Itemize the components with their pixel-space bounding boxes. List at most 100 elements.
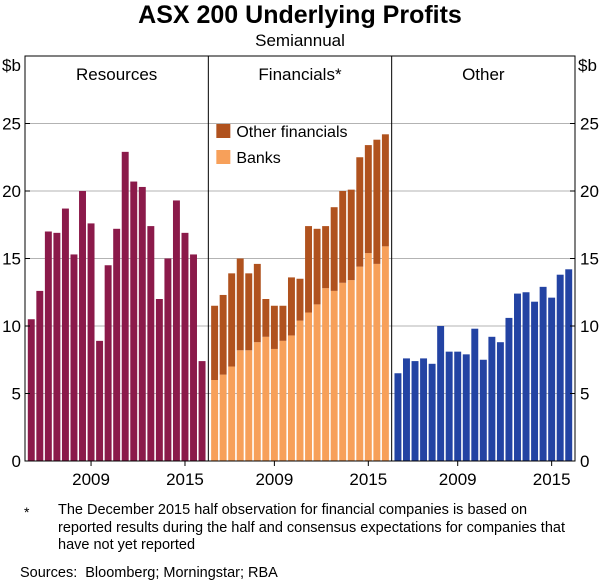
y-tick-label-left: 0 [12, 452, 21, 471]
bar-other [496, 342, 504, 461]
y-tick-label-right: 15 [580, 250, 599, 269]
bar-banks [236, 350, 244, 461]
bar-banks [339, 282, 347, 461]
bar-other-financials [211, 305, 219, 380]
bar-other [428, 363, 436, 461]
bar-banks [381, 246, 389, 461]
bar-resources [181, 232, 189, 461]
x-tick-label: 2015 [166, 470, 204, 489]
bar-resources [96, 340, 104, 461]
chart-subtitle: Semiannual [255, 31, 345, 50]
bar-banks [279, 340, 287, 461]
bar-other [522, 292, 530, 461]
bar-banks [373, 263, 381, 461]
bar-other-financials [356, 157, 364, 267]
bar-other [539, 286, 547, 461]
bar-other [488, 336, 496, 461]
bar-other-financials [253, 263, 261, 343]
bar-banks [211, 380, 219, 461]
bar-banks [228, 366, 236, 461]
bar-resources [44, 231, 52, 461]
x-tick-label: 2009 [255, 470, 293, 489]
bar-other-financials [228, 273, 236, 367]
bar-other-financials [381, 134, 389, 247]
legend-label: Other financials [236, 124, 347, 141]
bar-other [403, 358, 410, 461]
bar-other-financials [339, 191, 347, 283]
bar-resources [138, 186, 146, 461]
bar-resources [172, 200, 180, 461]
sources-text: Bloomberg; Morningstar; RBA [85, 565, 278, 581]
bar-resources [27, 319, 35, 461]
bar-resources [190, 254, 197, 461]
y-tick-label-right: 25 [580, 115, 599, 134]
y-tick-label-left: 10 [2, 317, 21, 336]
x-tick-label: 2015 [349, 470, 387, 489]
bar-other-financials [287, 277, 295, 336]
y-tick-label-right: 20 [580, 182, 599, 201]
bar-resources [70, 254, 78, 461]
bar-other-financials [279, 305, 287, 341]
bar-resources [53, 232, 61, 461]
panel-title: Financials* [258, 65, 342, 84]
bar-resources [198, 361, 206, 461]
bar-resources [130, 181, 138, 462]
bar-other [514, 293, 521, 461]
y-tick-label-right: 0 [580, 452, 589, 471]
bar-banks [313, 304, 321, 461]
bar-other [394, 373, 402, 461]
y-tick-label-left: 25 [2, 115, 21, 134]
bar-banks [322, 288, 330, 461]
bar-other [445, 351, 453, 461]
bar-banks [330, 290, 338, 461]
bar-other-financials [364, 145, 372, 254]
bar-other [479, 359, 487, 461]
bar-resources [104, 265, 112, 461]
bar-other [454, 351, 462, 461]
bar-resources [121, 151, 129, 461]
bar-other-financials [313, 228, 321, 305]
bar-other-financials [236, 258, 244, 351]
bar-resources [36, 290, 44, 461]
bar-other [556, 274, 564, 461]
bar-resources [79, 191, 86, 461]
bar-resources [164, 258, 172, 461]
panel-title: Resources [76, 65, 157, 84]
bar-other [420, 358, 428, 461]
y-tick-label-left: 15 [2, 250, 21, 269]
footnote-marker: * [24, 504, 30, 520]
bar-banks [253, 342, 261, 461]
bar-other-financials [262, 299, 270, 337]
bar-banks [364, 253, 372, 461]
y-tick-label-left: 5 [12, 385, 21, 404]
bar-other-financials [219, 294, 227, 375]
y-axis-unit-right: $b [578, 56, 597, 75]
x-tick-label: 2009 [439, 470, 477, 489]
legend-swatch [216, 124, 231, 138]
bar-resources [147, 226, 155, 461]
chart-title: ASX 200 Underlying Profits [138, 1, 462, 29]
bar-other-financials [330, 207, 338, 291]
bar-resources [113, 228, 121, 461]
panel-title: Other [462, 65, 505, 84]
bar-other [531, 301, 539, 461]
x-tick-label: 2015 [533, 470, 571, 489]
y-tick-label-left: 20 [2, 182, 21, 201]
bar-banks [356, 266, 364, 461]
bar-other [471, 328, 479, 461]
sources: Sources: Bloomberg; Morningstar; RBA [20, 565, 278, 582]
bar-other [548, 297, 556, 461]
legend-swatch [216, 150, 231, 164]
bar-other-financials [373, 139, 381, 264]
bar-banks [305, 312, 313, 461]
bar-banks [245, 350, 253, 461]
bar-other-financials [347, 189, 355, 281]
bar-banks [270, 348, 278, 461]
bar-resources [87, 223, 95, 461]
y-tick-label-right: 5 [580, 385, 589, 404]
bar-other-financials [296, 278, 304, 321]
sources-label: Sources: [20, 565, 78, 581]
bar-banks [287, 335, 295, 461]
x-tick-label: 2009 [72, 470, 110, 489]
